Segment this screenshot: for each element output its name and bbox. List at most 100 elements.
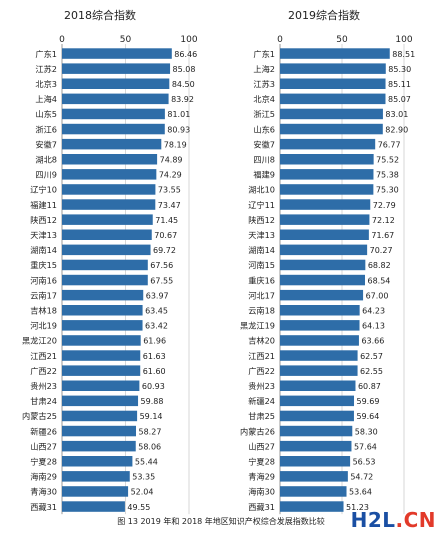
category-label: 海南29 <box>30 472 57 482</box>
data-label: 55.44 <box>135 457 158 466</box>
category-label: 贵州23 <box>30 381 57 391</box>
category-label: 北京3 <box>35 79 57 89</box>
category-label: 西藏31 <box>30 502 57 512</box>
category-label: 湖南14 <box>248 245 275 255</box>
bar <box>62 123 165 135</box>
data-label: 63.66 <box>361 337 384 346</box>
bar <box>280 154 374 165</box>
data-label: 60.93 <box>142 382 165 391</box>
data-label: 56.53 <box>353 457 376 466</box>
bar <box>62 410 138 422</box>
data-label: 61.60 <box>143 367 166 376</box>
data-label: 70.27 <box>370 246 393 255</box>
data-label: 64.23 <box>362 306 385 315</box>
category-label: 云南17 <box>30 290 57 300</box>
category-label: 广西22 <box>30 366 57 376</box>
bar <box>62 395 139 407</box>
bar <box>280 138 376 150</box>
bar <box>62 486 129 497</box>
category-label: 黑龙江20 <box>22 336 57 346</box>
data-label: 62.55 <box>360 367 383 376</box>
category-label: 四川9 <box>35 170 57 180</box>
bar <box>62 93 169 105</box>
data-label: 88.51 <box>392 50 415 59</box>
category-label: 辽宁10 <box>30 185 57 195</box>
category-label: 吉林18 <box>30 305 57 315</box>
data-label: 73.55 <box>158 186 181 195</box>
bar <box>62 63 171 74</box>
data-label: 61.96 <box>143 337 166 346</box>
category-label: 重庆15 <box>30 260 57 270</box>
category-label: 天津13 <box>30 230 57 240</box>
bar <box>280 289 364 301</box>
category-label: 海南30 <box>248 487 275 497</box>
chart-title: 2019综合指数 <box>288 8 360 22</box>
bar <box>280 63 386 74</box>
category-label: 浙江6 <box>35 124 57 134</box>
bar <box>62 244 151 256</box>
category-label: 江苏2 <box>35 64 57 74</box>
bar <box>62 169 157 180</box>
data-label: 68.82 <box>368 261 391 270</box>
bar <box>280 184 374 195</box>
data-label: 67.55 <box>150 276 173 285</box>
data-label: 83.92 <box>171 95 194 104</box>
bar <box>280 93 386 105</box>
bar <box>280 274 365 286</box>
category-label: 贵州23 <box>248 381 275 391</box>
bar <box>62 214 153 225</box>
data-label: 53.35 <box>132 473 155 482</box>
data-label: 85.07 <box>388 95 411 104</box>
data-label: 57.64 <box>354 442 377 451</box>
bar <box>62 274 148 286</box>
category-label: 山西27 <box>248 441 275 451</box>
data-label: 63.97 <box>146 291 169 300</box>
bar <box>280 380 356 391</box>
bar <box>280 425 353 437</box>
data-label: 52.04 <box>131 488 154 497</box>
data-label: 85.30 <box>388 65 411 74</box>
data-label: 51.23 <box>346 503 369 512</box>
category-label: 陕西12 <box>30 215 57 225</box>
bar <box>62 154 158 165</box>
bar <box>62 440 136 452</box>
data-label: 60.87 <box>358 382 381 391</box>
category-label: 西藏31 <box>248 502 275 512</box>
data-label: 72.12 <box>372 216 395 225</box>
x-tick-label: 100 <box>180 35 197 45</box>
category-label: 安徽7 <box>35 139 57 149</box>
bar <box>62 501 125 512</box>
bar <box>62 199 156 210</box>
category-label: 江西21 <box>248 351 275 361</box>
category-label: 青海30 <box>30 487 57 497</box>
x-tick-label: 100 <box>395 35 412 45</box>
bar <box>62 305 143 316</box>
bar <box>280 78 386 89</box>
bar <box>62 259 148 271</box>
data-label: 84.50 <box>172 80 195 89</box>
bar <box>280 456 351 467</box>
data-label: 74.89 <box>160 155 183 164</box>
bar <box>62 456 133 467</box>
category-label: 山东5 <box>35 109 57 119</box>
category-label: 新疆26 <box>30 426 57 436</box>
data-label: 85.11 <box>388 80 411 89</box>
data-label: 75.52 <box>376 155 399 164</box>
bar <box>280 305 360 316</box>
category-label: 河南15 <box>248 260 275 270</box>
category-label: 广西22 <box>248 366 275 376</box>
figure-caption: 图 13 2019 年和 2018 年地区知识产权综合发展指数比较 <box>117 517 325 526</box>
data-label: 73.47 <box>158 201 181 210</box>
bar <box>280 229 369 240</box>
data-label: 63.45 <box>145 306 168 315</box>
category-label: 浙江5 <box>253 109 275 119</box>
data-label: 59.69 <box>357 397 380 406</box>
bar <box>280 320 360 331</box>
category-label: 湖南14 <box>30 245 57 255</box>
data-label: 85.08 <box>173 65 196 74</box>
bar <box>280 486 347 497</box>
category-label: 云南18 <box>248 305 275 315</box>
x-tick-label: 0 <box>277 35 283 45</box>
bar <box>280 471 348 482</box>
